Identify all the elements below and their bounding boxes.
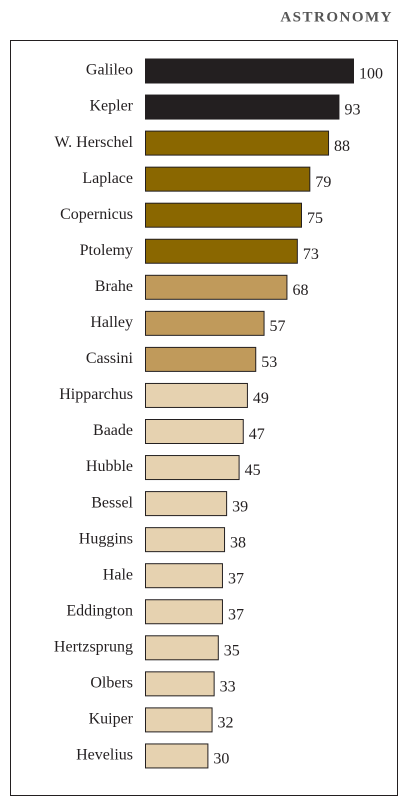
category-label: Hertzsprung [54,638,133,655]
category-label: Bessel [91,494,133,511]
category-label: Copernicus [60,206,133,223]
bar [145,58,354,84]
bar [145,455,240,481]
value-label: 38 [230,534,246,551]
category-label: Olbers [90,675,133,692]
category-label: Hubble [86,458,133,475]
bar [145,94,340,120]
value-label: 32 [218,715,234,732]
value-label: 47 [249,426,265,443]
bar [145,671,215,697]
bar [145,743,209,769]
value-label: 35 [224,642,240,659]
value-label: 57 [270,318,286,335]
category-label: Hipparchus [59,386,133,403]
value-label: 68 [292,282,308,299]
category-label: Galileo [86,62,133,79]
frame [10,40,398,796]
value-label: 93 [344,102,360,119]
bar [145,310,265,336]
value-label: 37 [228,606,244,623]
chart-title: ASTRONOMY [280,9,393,25]
bar [145,491,228,517]
category-label: Eddington [66,602,133,619]
category-label: Kepler [89,98,133,115]
bar [145,635,219,661]
value-label: 45 [245,462,261,479]
value-label: 88 [334,138,350,155]
value-label: 100 [359,66,383,83]
category-label: Halley [90,314,133,331]
value-label: 53 [261,354,277,371]
bar [145,346,257,372]
category-label: Laplace [82,170,133,187]
category-label: Kuiper [89,711,134,728]
category-label: Baade [93,422,133,439]
bar [145,599,223,625]
category-label: Ptolemy [80,242,133,259]
value-label: 73 [303,246,319,263]
category-label: Cassini [86,350,134,367]
value-label: 75 [307,210,323,227]
bar [145,166,311,192]
category-label: Brahe [95,278,133,295]
value-label: 30 [213,751,229,768]
category-label: Hale [103,566,133,583]
value-label: 79 [315,174,331,191]
bar [145,419,244,444]
value-label: 37 [228,570,244,587]
bar [145,563,223,589]
bar [145,238,298,264]
bar [145,202,302,228]
value-label: 49 [253,390,269,407]
bar [145,527,226,553]
bar [145,130,330,156]
bar [145,382,248,408]
value-label: 39 [232,498,248,515]
category-label: Huggins [79,530,133,547]
bar [145,274,288,300]
bar [145,707,213,733]
category-label: W. Herschel [55,134,134,151]
category-label: Hevelius [76,747,133,764]
value-label: 33 [220,679,236,696]
